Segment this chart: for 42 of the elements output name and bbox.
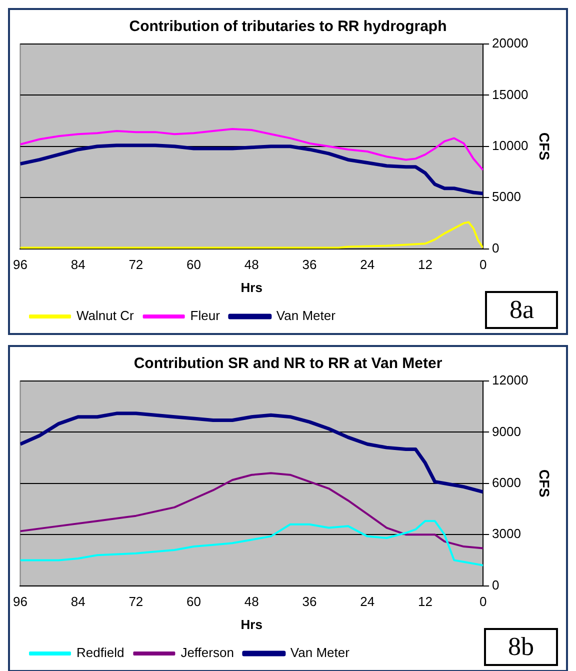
x-tick-label: 60	[186, 257, 202, 272]
y-tick-label: 20000	[492, 36, 528, 51]
legend-label: Van Meter	[290, 645, 350, 660]
legend-label: Fleur	[190, 308, 221, 324]
y-tick-label: 12000	[492, 372, 528, 388]
y-tick-label: 6000	[492, 474, 521, 490]
legend-label: Jefferson	[180, 645, 234, 660]
legend-label: Redfield	[76, 645, 124, 660]
y-tick-label: 5000	[492, 189, 521, 204]
y-tick-label: 15000	[492, 86, 528, 102]
y-axis-title: CFS	[536, 469, 553, 498]
x-tick-label: 36	[302, 594, 317, 610]
x-tick-label: 96	[12, 257, 28, 272]
y-tick-label: 0	[492, 240, 500, 256]
x-tick-label: 0	[479, 257, 487, 272]
x-axis-title: Hrs	[240, 616, 262, 632]
x-tick-label: 36	[302, 257, 317, 272]
x-tick-label: 12	[418, 594, 432, 610]
x-tick-label: 48	[244, 257, 259, 272]
y-tick-label: 0	[492, 577, 500, 592]
text: 8b	[484, 628, 558, 666]
y-tick-label: 10000	[492, 138, 528, 153]
x-axis-title: Hrs	[240, 280, 262, 295]
chart-title: Contribution of tributaries to RR hydrograph	[129, 18, 447, 36]
y-tick-label: 9000	[492, 424, 521, 439]
chart-title: Contribution SR and NR to RR at Van Meter	[134, 355, 442, 372]
x-tick-label: 72	[128, 594, 144, 610]
legend-label: Walnut Cr	[76, 308, 134, 324]
text: 8a	[485, 291, 558, 329]
legend-label: Van Meter	[276, 308, 336, 324]
x-tick-label: 96	[12, 594, 28, 610]
x-tick-label: 0	[479, 594, 487, 610]
x-tick-label: 24	[360, 257, 375, 272]
y-axis-title: CFS	[536, 132, 553, 160]
x-tick-label: 48	[244, 594, 259, 610]
x-tick-label: 24	[360, 594, 375, 610]
x-tick-label: 60	[186, 594, 202, 610]
x-tick-label: 84	[70, 594, 86, 610]
x-tick-label: 12	[418, 257, 432, 272]
x-tick-label: 72	[128, 257, 144, 272]
y-tick-label: 3000	[492, 526, 521, 542]
x-tick-label: 84	[70, 257, 86, 272]
